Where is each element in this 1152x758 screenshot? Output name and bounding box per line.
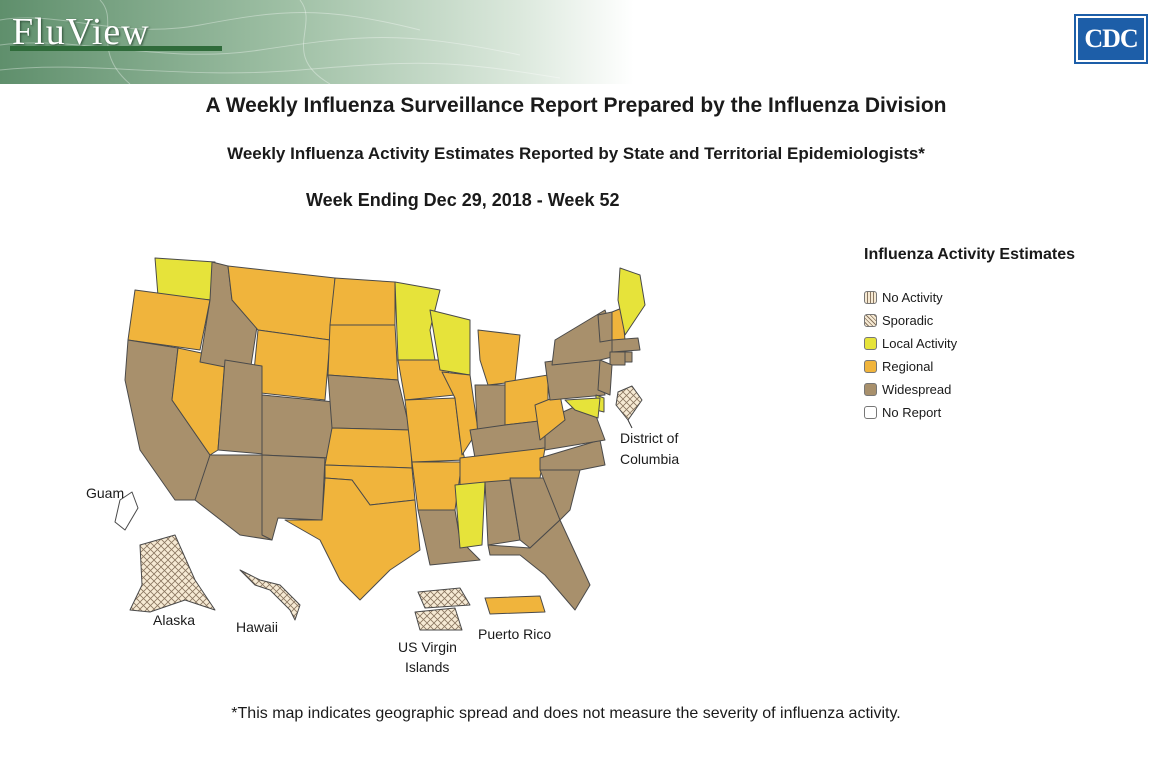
legend: Influenza Activity Estimates No Activity… <box>864 246 1075 424</box>
state-nm[interactable] <box>261 454 326 541</box>
legend-swatch-local <box>864 337 877 350</box>
state-or[interactable] <box>127 289 211 351</box>
usvi-label-line2: Islands <box>405 659 449 675</box>
state-fl[interactable] <box>487 519 591 611</box>
fluview-banner: FluView CDC <box>0 0 1152 84</box>
state-nj[interactable] <box>597 359 613 396</box>
state-la[interactable] <box>417 509 481 566</box>
map-footnote: *This map indicates geographic spread an… <box>231 705 901 722</box>
cdc-logo[interactable]: CDC <box>1076 16 1146 62</box>
state-mn[interactable] <box>394 281 441 361</box>
hawaii-label: Hawaii <box>236 619 278 635</box>
legend-label: No Report <box>882 405 942 420</box>
state-sd[interactable] <box>327 324 399 381</box>
dc-label-line1: District of <box>620 430 678 446</box>
state-gu[interactable] <box>114 491 139 531</box>
legend-label: Sporadic <box>882 313 934 328</box>
legend-swatch-widespread <box>864 383 877 396</box>
legend-label: No Activity <box>882 290 943 305</box>
state-ne[interactable] <box>327 374 411 431</box>
legend-item-widespread[interactable]: Widespread <box>864 378 1075 401</box>
state-wy[interactable] <box>251 329 331 401</box>
state-ks[interactable] <box>324 427 413 469</box>
legend-item-sporadic[interactable]: Sporadic <box>864 309 1075 332</box>
fluview-logo-bar <box>10 46 222 51</box>
state-pr[interactable] <box>484 595 546 615</box>
state-hi[interactable] <box>239 569 301 621</box>
legend-swatch-sporadic <box>864 314 877 327</box>
state-il[interactable] <box>441 371 479 456</box>
state-dc[interactable] <box>615 385 643 421</box>
legend-label: Widespread <box>882 382 952 397</box>
legend-item-no-activity[interactable]: No Activity <box>864 286 1075 309</box>
state-ri[interactable] <box>624 351 633 363</box>
legend-swatch-no-activity <box>864 291 877 304</box>
alaska-label: Alaska <box>153 612 195 628</box>
state-vt[interactable] <box>597 311 613 343</box>
state-ma[interactable] <box>611 337 641 353</box>
state-tx[interactable] <box>284 477 421 601</box>
legend-item-local[interactable]: Local Activity <box>864 332 1075 355</box>
state-ct[interactable] <box>609 351 626 366</box>
territory-labels: District of Columbia Guam Alaska Hawaii … <box>86 419 679 675</box>
map-subtitle: Weekly Influenza Activity Estimates Repo… <box>227 144 925 163</box>
report-title: A Weekly Influenza Surveillance Report P… <box>205 94 947 117</box>
dc-label-line2: Columbia <box>620 451 679 467</box>
state-mi[interactable] <box>477 329 521 386</box>
state-me[interactable] <box>617 267 646 336</box>
state-vi[interactable] <box>414 587 471 631</box>
guam-label: Guam <box>86 485 124 501</box>
legend-item-no-report[interactable]: No Report <box>864 401 1075 424</box>
legend-item-regional[interactable]: Regional <box>864 355 1075 378</box>
state-ms[interactable] <box>454 481 486 549</box>
legend-swatch-regional <box>864 360 877 373</box>
state-ak[interactable] <box>129 534 216 613</box>
dc-leader-line <box>627 419 633 429</box>
legend-label: Regional <box>882 359 934 374</box>
legend-swatch-no-report <box>864 406 877 419</box>
state-md[interactable] <box>564 397 601 419</box>
banner-background <box>0 0 1152 84</box>
state-co[interactable] <box>261 394 336 459</box>
state-ar[interactable] <box>411 461 463 511</box>
puerto-rico-label: Puerto Rico <box>478 626 551 642</box>
state-nd[interactable] <box>329 277 396 326</box>
week-label: Week Ending Dec 29, 2018 - Week 52 <box>306 190 620 210</box>
legend-title: Influenza Activity Estimates <box>864 246 1076 263</box>
usvi-label-line1: US Virgin <box>398 639 457 655</box>
legend-label: Local Activity <box>882 336 958 351</box>
